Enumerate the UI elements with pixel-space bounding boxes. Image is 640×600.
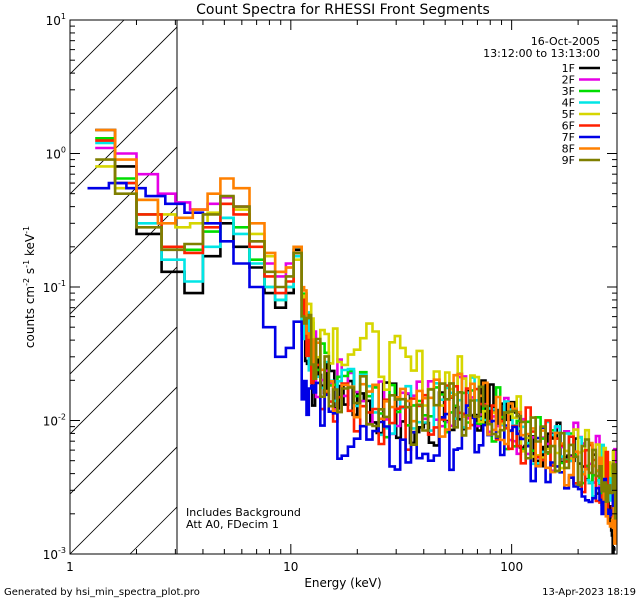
x-tick-label: 100	[500, 560, 523, 574]
y-tick-label: 10-2	[43, 413, 66, 429]
hatch-line	[70, 20, 125, 75]
y-label-exp: -2	[22, 278, 31, 286]
hatch-line	[70, 206, 177, 315]
series-line-7F	[87, 181, 617, 518]
footer-generator: Generated by hsi_min_spectra_plot.pro	[4, 587, 200, 598]
legend-label-6F: 6F	[562, 120, 575, 133]
y-label-part: counts cm	[23, 286, 37, 348]
legend-label-9F: 9F	[562, 154, 575, 167]
footer-timestamp: 13-Apr-2023 18:19	[542, 587, 636, 598]
x-tick-label: 1	[66, 560, 74, 574]
x-tick-label: 10	[283, 560, 298, 574]
hatch-line	[70, 386, 177, 495]
legend-label-1F: 1F	[562, 62, 575, 75]
hatch-line	[70, 446, 177, 554]
series-group	[87, 128, 617, 554]
y-tick-label: 101	[46, 12, 66, 28]
legend-label-7F: 7F	[562, 131, 575, 144]
annotation-attenuator: Att A0, FDecim 1	[186, 518, 279, 531]
y-label-exp: -1	[22, 260, 31, 268]
hatched-region	[0, 0, 177, 554]
series-line-2F	[95, 146, 617, 499]
y-label-part: s	[23, 268, 37, 278]
legend-label-2F: 2F	[562, 74, 575, 87]
legend-label-3F: 3F	[562, 85, 575, 98]
series-line-4F	[95, 141, 617, 502]
legend-time-range: 13:12:00 to 13:13:00	[483, 47, 600, 60]
hatch-line	[0, 0, 130, 554]
annotation-background: Includes Background	[186, 506, 301, 519]
chart-title: Count Spectra for RHESSI Front Segments	[196, 2, 490, 18]
legend-label-8F: 8F	[562, 143, 575, 156]
hatch-line	[70, 26, 177, 135]
hatch-line	[0, 0, 10, 554]
y-tick-label: 100	[46, 146, 66, 162]
axis-ticks: 1 10 100 10-3 10-2 10-1 100 101	[43, 12, 618, 574]
series-line-8F	[95, 128, 617, 545]
y-tick-label: 10-3	[43, 546, 66, 562]
y-axis-label: counts cm-2 s-1 keV-1	[22, 226, 37, 348]
hatch-line	[70, 266, 177, 375]
y-label-part: keV	[23, 233, 37, 260]
series-line-5F	[95, 165, 617, 499]
legend-date: 16-Oct-2005	[531, 35, 600, 48]
y-tick-label: 10-1	[43, 279, 66, 295]
legend-label-5F: 5F	[562, 108, 575, 121]
x-axis-label: Energy (keV)	[304, 576, 381, 590]
y-label-exp: -1	[22, 226, 31, 234]
legend-label-4F: 4F	[562, 97, 575, 110]
series-line-9F	[95, 158, 617, 520]
